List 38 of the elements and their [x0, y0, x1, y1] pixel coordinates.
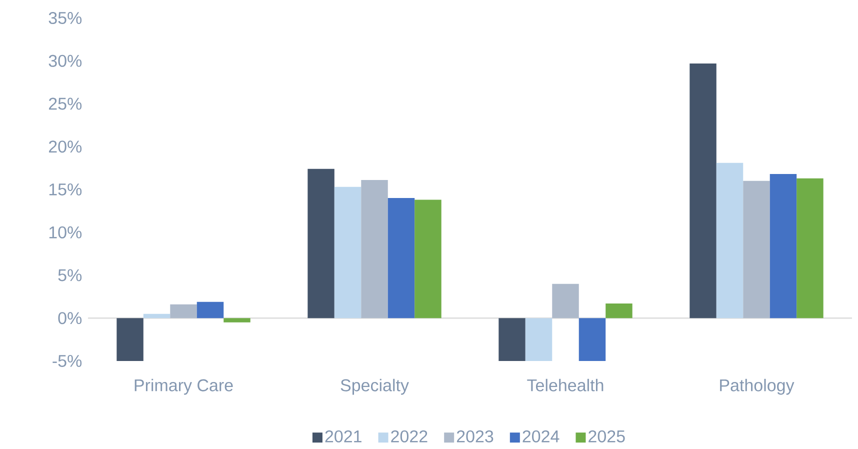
bar [361, 180, 388, 318]
bar [308, 168, 334, 318]
y-tick-label: 35% [48, 12, 82, 24]
y-tick-label: 15% [49, 184, 82, 196]
y-tick-label: 20% [48, 140, 82, 153]
bar [334, 186, 362, 318]
bar [388, 198, 415, 318]
legend-label: 2025 [588, 430, 625, 442]
y-tick-label: 30% [48, 54, 82, 67]
x-tick-label: Pathology [720, 378, 794, 395]
bar [716, 162, 744, 318]
bar [224, 318, 250, 322]
legend-label: 2024 [522, 430, 560, 442]
bar [498, 318, 526, 361]
bar [414, 200, 442, 318]
y-tick-label: 10% [49, 226, 82, 238]
bar [606, 304, 632, 318]
x-tick-label: Specialty [340, 378, 409, 395]
y-tick-label: 25% [48, 98, 82, 110]
bar [196, 302, 224, 318]
legend-label: 2022 [391, 430, 428, 442]
legend-label: 2023 [456, 430, 494, 442]
y-tick-label: 0% [58, 312, 82, 324]
bar [796, 178, 824, 318]
bar [552, 284, 579, 318]
bar [743, 180, 770, 318]
bar [116, 318, 144, 361]
bar [143, 314, 170, 318]
x-tick-label: Primary Care [134, 378, 233, 395]
bar [770, 174, 797, 318]
legend-label: 2021 [325, 430, 362, 442]
y-tick-label: -5% [52, 355, 82, 367]
bar [170, 304, 197, 318]
x-tick-label: Telehealth [527, 378, 604, 392]
bar [578, 318, 606, 361]
bar [525, 318, 552, 361]
y-tick-label: 5% [58, 269, 82, 282]
bar [690, 63, 716, 318]
